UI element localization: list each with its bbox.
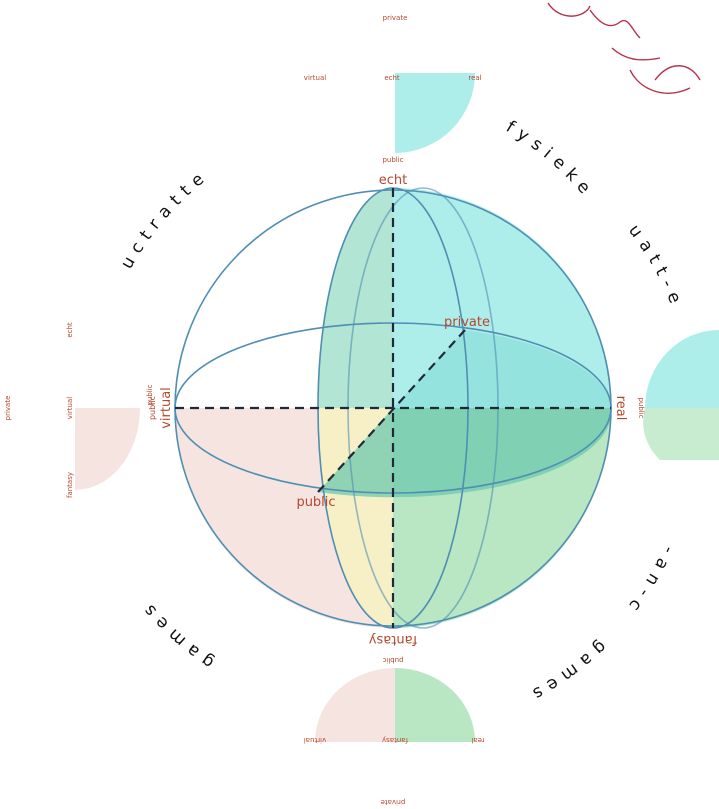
arc-label-top-right: fysieke <box>502 117 598 203</box>
handwritten-signature <box>547 2 701 94</box>
mini-left-top: echt <box>66 322 74 338</box>
label-public: public <box>296 495 335 510</box>
arc-label-right-upper: uatt-e <box>624 221 687 313</box>
mini-bottom-right: real <box>471 736 484 744</box>
label-fantasy: fantasy <box>369 632 418 647</box>
mini-diagram-top: private virtual echt real public <box>304 14 482 164</box>
mini-top-quadrant <box>395 73 475 153</box>
mini-left-inner: public <box>146 384 154 405</box>
mini-top-left: virtual <box>304 74 326 82</box>
mini-top-above: private <box>383 14 408 22</box>
mini-diagram-right: public <box>637 330 719 460</box>
equator-back-cyan <box>393 330 611 408</box>
mini-bottom-quadrant-green <box>395 668 475 742</box>
mini-left-center: virtual <box>66 397 74 419</box>
main-sphere: echt fantasy private public virtual publ… <box>148 173 628 647</box>
mini-diagram-left: private echt virtual public fantasy <box>4 322 154 498</box>
mini-right-quadrant-cyan <box>645 330 719 408</box>
mini-left-bottom: fantasy <box>66 472 74 498</box>
mini-bottom-left: virtual <box>304 736 326 744</box>
mini-top-below: public <box>382 156 403 164</box>
mini-diagram-bottom: public virtual fantasy real private <box>304 656 485 806</box>
front-band-green <box>318 188 393 408</box>
mini-bottom-below: private <box>381 798 406 806</box>
front-band-yellow <box>175 408 393 628</box>
mini-top-right: real <box>468 74 481 82</box>
mini-top-center: echt <box>384 74 400 82</box>
mini-bottom-center: fantasy <box>382 736 408 744</box>
mini-right-center: public <box>637 397 645 418</box>
axis-depth <box>317 329 466 493</box>
label-private: private <box>444 315 490 330</box>
arc-label-bottom-right: games <box>523 636 610 706</box>
arc-label-top-left: uctratte <box>117 165 214 273</box>
mini-left-quadrant <box>75 408 140 490</box>
mini-bottom-above: public <box>382 656 403 664</box>
label-virtual: virtual <box>159 387 174 429</box>
mini-left-outer: private <box>4 396 12 421</box>
equator-front-teal <box>318 408 612 498</box>
label-public-left: public <box>148 396 157 420</box>
label-echt: echt <box>379 173 407 188</box>
arc-label-bottom-left: games <box>135 595 218 672</box>
mini-bottom-quadrant-pink <box>315 668 395 742</box>
mini-right-quadrant-green <box>643 408 719 460</box>
label-real: real <box>613 396 628 421</box>
